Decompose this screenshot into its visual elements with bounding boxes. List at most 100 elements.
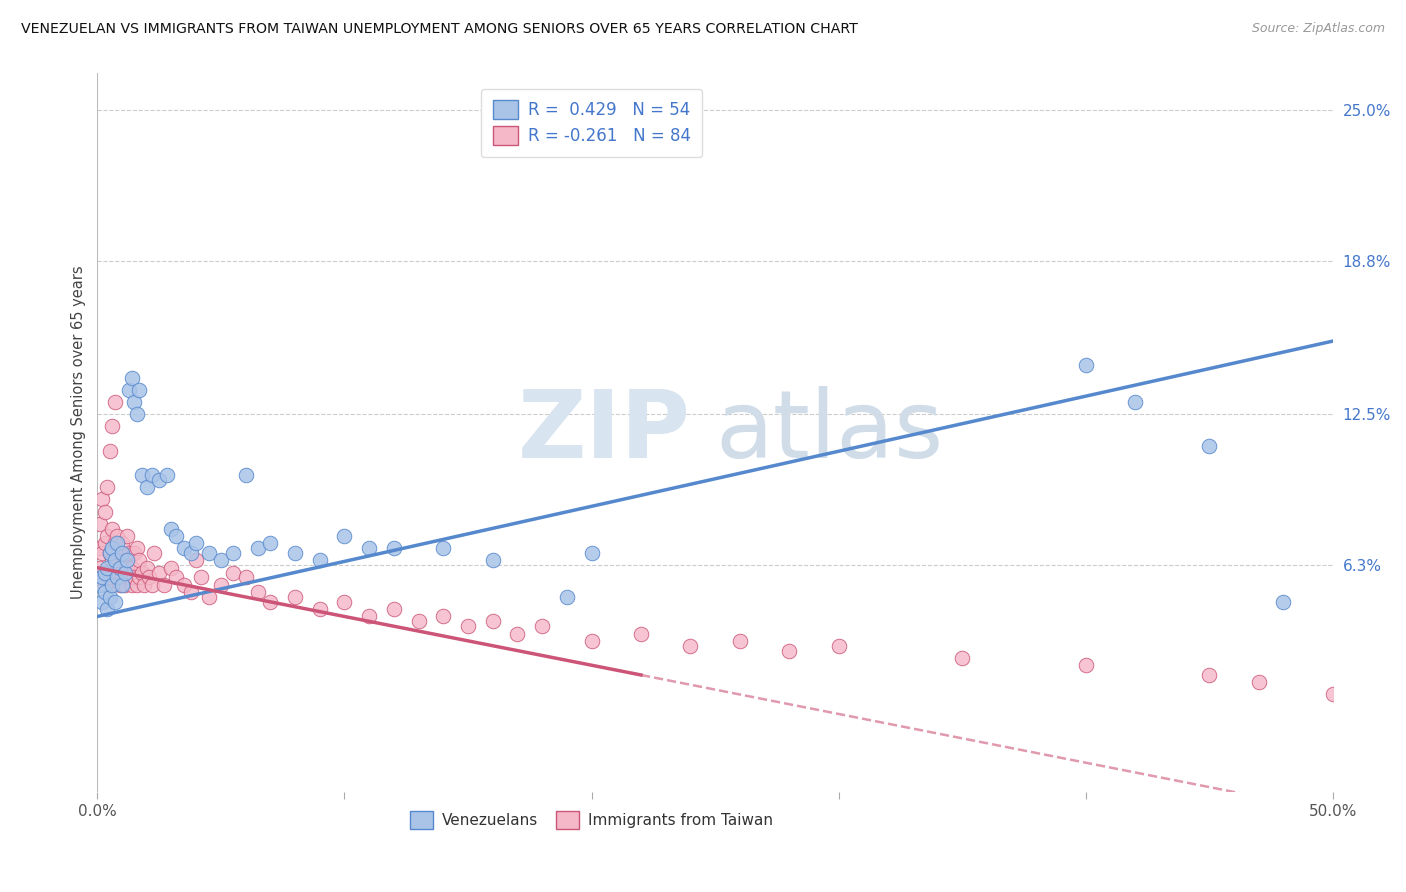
Point — [359, 541, 381, 556]
Point — [457, 619, 479, 633]
Point — [118, 570, 141, 584]
Point — [160, 560, 183, 574]
Point — [114, 566, 136, 580]
Point — [190, 570, 212, 584]
Point — [135, 560, 157, 574]
Legend: Venezuelans, Immigrants from Taiwan: Venezuelans, Immigrants from Taiwan — [404, 805, 779, 835]
Point — [131, 468, 153, 483]
Point — [531, 619, 554, 633]
Point — [114, 553, 136, 567]
Point — [105, 553, 128, 567]
Point — [121, 578, 143, 592]
Point — [165, 570, 187, 584]
Point — [1198, 668, 1220, 682]
Point — [94, 566, 117, 580]
Point — [125, 541, 148, 556]
Point — [222, 566, 245, 580]
Point — [94, 578, 117, 592]
Point — [124, 395, 146, 409]
Point — [679, 639, 702, 653]
Point — [408, 615, 430, 629]
Point — [96, 566, 118, 580]
Point — [141, 578, 163, 592]
Point — [89, 516, 111, 531]
Point — [111, 570, 134, 584]
Point — [118, 383, 141, 397]
Point — [105, 529, 128, 543]
Point — [284, 590, 307, 604]
Point — [1322, 688, 1344, 702]
Point — [125, 407, 148, 421]
Point — [104, 536, 127, 550]
Point — [555, 590, 578, 604]
Point — [173, 541, 195, 556]
Point — [91, 492, 114, 507]
Point — [108, 546, 131, 560]
Point — [121, 560, 143, 574]
Point — [180, 546, 202, 560]
Point — [1074, 658, 1097, 673]
Point — [104, 595, 127, 609]
Text: ZIP: ZIP — [517, 386, 690, 478]
Point — [96, 480, 118, 494]
Point — [828, 639, 851, 653]
Point — [98, 570, 121, 584]
Point — [134, 578, 156, 592]
Point — [160, 522, 183, 536]
Point — [186, 536, 208, 550]
Point — [96, 602, 118, 616]
Point — [778, 643, 800, 657]
Point — [104, 395, 127, 409]
Text: atlas: atlas — [716, 386, 943, 478]
Point — [91, 570, 114, 584]
Point — [91, 595, 114, 609]
Point — [101, 553, 124, 567]
Point — [246, 541, 269, 556]
Point — [382, 541, 405, 556]
Point — [94, 536, 117, 550]
Point — [173, 578, 195, 592]
Point — [1074, 359, 1097, 373]
Point — [115, 553, 138, 567]
Point — [246, 585, 269, 599]
Point — [308, 553, 330, 567]
Text: Source: ZipAtlas.com: Source: ZipAtlas.com — [1251, 22, 1385, 36]
Point — [89, 541, 111, 556]
Point — [308, 602, 330, 616]
Point — [105, 570, 128, 584]
Point — [128, 383, 150, 397]
Point — [98, 590, 121, 604]
Point — [235, 570, 257, 584]
Point — [259, 536, 281, 550]
Point — [432, 541, 454, 556]
Point — [1272, 595, 1295, 609]
Point — [432, 609, 454, 624]
Point — [143, 546, 166, 560]
Point — [148, 473, 170, 487]
Point — [186, 553, 208, 567]
Point — [96, 529, 118, 543]
Point — [333, 529, 356, 543]
Point — [581, 546, 603, 560]
Point — [165, 529, 187, 543]
Point — [108, 560, 131, 574]
Point — [728, 633, 751, 648]
Point — [209, 553, 232, 567]
Point — [1198, 439, 1220, 453]
Point — [197, 590, 219, 604]
Point — [141, 468, 163, 483]
Point — [950, 651, 973, 665]
Point — [124, 546, 146, 560]
Point — [104, 553, 127, 567]
Point — [108, 578, 131, 592]
Point — [104, 566, 127, 580]
Point — [581, 633, 603, 648]
Point — [128, 553, 150, 567]
Point — [101, 419, 124, 434]
Point — [148, 566, 170, 580]
Point — [1123, 395, 1146, 409]
Point — [98, 443, 121, 458]
Point — [91, 546, 114, 560]
Point — [111, 578, 134, 592]
Point — [114, 578, 136, 592]
